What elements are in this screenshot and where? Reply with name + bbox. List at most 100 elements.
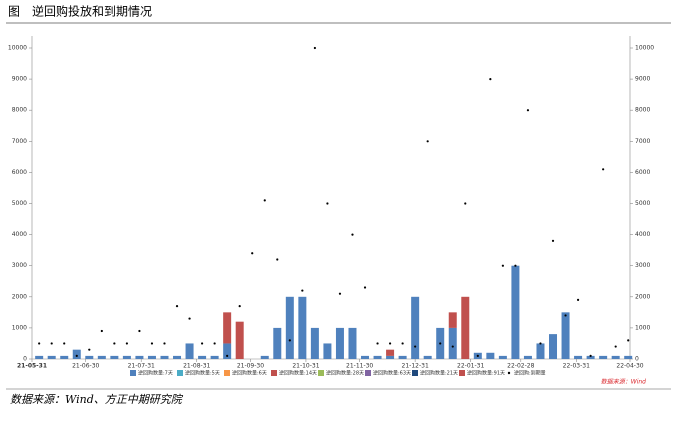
bar	[373, 355, 382, 359]
bar	[624, 355, 633, 359]
y2-tick-label: 7000	[635, 138, 650, 145]
y-tick-label: 5000	[12, 200, 27, 207]
bar	[210, 355, 219, 359]
legend-swatch	[459, 370, 465, 376]
maturity-dot	[388, 342, 392, 345]
legend-swatch	[224, 370, 230, 376]
bar	[523, 355, 532, 359]
maturity-dot	[439, 342, 442, 345]
bar	[486, 352, 495, 359]
legend-swatch	[318, 370, 324, 376]
maturity-dot	[614, 345, 617, 348]
bar	[160, 355, 169, 359]
bar	[198, 355, 207, 359]
x-tick-label: 21-06-30	[72, 363, 99, 370]
x-tick-label: 21-11-30	[346, 363, 373, 370]
bar	[223, 312, 232, 344]
maturity-dot	[263, 199, 266, 202]
maturity-dot	[138, 329, 141, 333]
y-tick-label: 10000	[8, 45, 27, 52]
bar	[448, 327, 457, 359]
bar	[185, 343, 194, 359]
bar	[273, 327, 282, 359]
bar	[498, 355, 507, 359]
legend-swatch	[130, 370, 136, 376]
maturity-dot	[326, 202, 329, 205]
footer: 数据来源：Wind、方正中期研究院	[10, 393, 184, 406]
x-tick-label: 21-07-31	[128, 363, 155, 370]
x-tick-label: 21-08-31	[183, 363, 210, 370]
x-tick-label: 21-12-31	[402, 363, 429, 370]
maturity-dot	[576, 298, 580, 302]
bar	[423, 355, 432, 359]
maturity-dot	[363, 286, 367, 289]
bar	[223, 343, 232, 359]
maturity-dot	[175, 305, 179, 308]
bar	[323, 343, 332, 359]
bar	[549, 334, 558, 359]
bar	[147, 355, 156, 359]
bar	[72, 349, 81, 359]
bar	[398, 355, 407, 359]
bar	[60, 355, 69, 359]
maturity-dot	[226, 354, 229, 357]
bar	[386, 349, 395, 356]
y2-tick-label: 9000	[635, 76, 650, 83]
legend-swatch	[271, 370, 277, 376]
y2-tick-label: 5000	[635, 200, 650, 207]
legend-swatch	[365, 370, 371, 376]
legend-swatch	[412, 370, 418, 376]
bar	[47, 355, 56, 359]
bar	[97, 355, 106, 359]
bar	[599, 355, 608, 359]
bar	[511, 265, 520, 359]
legend-label: 逆回购数量:14天	[279, 370, 317, 377]
maturity-dot	[88, 348, 91, 351]
maturity-dot	[426, 140, 429, 143]
maturity-dot	[627, 339, 630, 342]
maturity-dot	[288, 339, 291, 342]
bar	[611, 355, 620, 359]
maturity-dot	[63, 342, 66, 345]
maturity-dot	[238, 305, 241, 308]
bar	[461, 296, 470, 359]
bar	[35, 355, 44, 359]
x-tick-label: 21-05-31	[17, 363, 47, 370]
maturity-dot	[213, 342, 216, 345]
y2-tick-label: 3000	[635, 262, 650, 269]
bar	[561, 312, 570, 359]
maturity-dot	[251, 252, 254, 255]
legend-label: 逆回购数量:28天	[326, 370, 364, 377]
x-tick-label: 22-03-31	[563, 363, 590, 370]
maturity-dot	[125, 342, 128, 345]
maturity-dot	[464, 202, 467, 205]
maturity-dot	[602, 168, 605, 171]
x-tick-label: 21-09-30	[237, 363, 264, 370]
y2-tick-label: 8000	[635, 107, 650, 114]
y-tick-label: 9000	[12, 76, 27, 83]
bar	[361, 355, 370, 359]
maturity-dot	[75, 354, 78, 357]
maturity-dot	[489, 78, 492, 81]
maturity-dot	[451, 345, 454, 348]
chart-title: 图 逆回购投放和到期情况	[8, 4, 152, 19]
bar	[122, 355, 131, 359]
bar	[586, 355, 595, 359]
maturity-dot	[276, 258, 279, 261]
bar	[235, 321, 244, 359]
bar	[85, 355, 94, 359]
maturity-dot	[301, 289, 304, 292]
maturity-dot	[50, 342, 53, 345]
maturity-dot	[526, 109, 530, 112]
y2-tick-label: 6000	[635, 169, 650, 176]
y2-tick-label: 2000	[635, 293, 650, 300]
bar	[260, 355, 269, 359]
maturity-dot	[514, 264, 517, 267]
bar	[574, 355, 583, 359]
y-tick-label: 1000	[12, 324, 27, 331]
legend-swatch	[177, 370, 183, 376]
maturity-dot	[539, 342, 542, 345]
bar	[110, 355, 119, 359]
bar	[173, 355, 182, 359]
